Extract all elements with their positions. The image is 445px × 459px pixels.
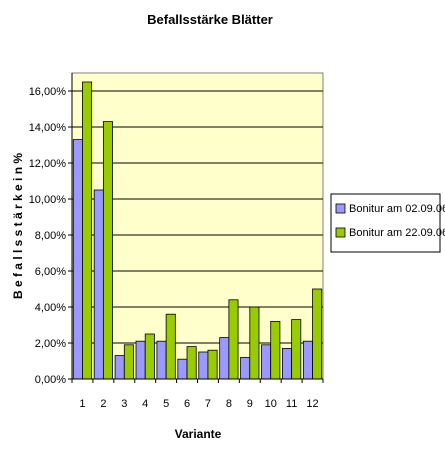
grid-lines bbox=[72, 90, 323, 344]
x-axis-title: Variante bbox=[175, 427, 222, 441]
bar-2-4 bbox=[144, 333, 155, 380]
bar-2-9 bbox=[249, 306, 260, 380]
bar-1-3 bbox=[114, 355, 125, 380]
bar-1-11 bbox=[282, 347, 293, 380]
bar-2-1 bbox=[82, 81, 93, 380]
bar-1-1 bbox=[72, 139, 83, 380]
y-axis: 0,00% 2,00% 4,00% 6,00% 8,00% 10,00% 12,00% 14,… bbox=[29, 73, 73, 386]
legend-swatch-1 bbox=[335, 203, 346, 214]
y-tick-label: 0,00% bbox=[35, 374, 66, 386]
x-tick-label: 9 bbox=[247, 398, 253, 410]
y-tick-label: 6,00% bbox=[35, 266, 66, 278]
bar-2-2 bbox=[102, 121, 113, 380]
x-tick-label: 12 bbox=[306, 398, 318, 410]
x-tick-label: 2 bbox=[100, 398, 106, 410]
x-tick-label: 6 bbox=[184, 398, 190, 410]
x-tick-label: 4 bbox=[142, 398, 148, 410]
bar-2-12 bbox=[312, 288, 323, 380]
legend-label-1: Bonitur am 02.09.06 bbox=[349, 203, 445, 215]
y-tick-label: 10,00% bbox=[29, 194, 67, 206]
y-tick-label: 16,00% bbox=[29, 86, 67, 98]
y-tick-label: 2,00% bbox=[35, 338, 66, 350]
legend: Bonitur am 02.09.06 Bonitur am 22.09.06 bbox=[330, 193, 445, 253]
bar-1-5 bbox=[156, 340, 167, 380]
y-tick-label: 14,00% bbox=[29, 122, 67, 134]
bar-1-6 bbox=[177, 358, 188, 380]
x-tick-label: 5 bbox=[163, 398, 169, 410]
bar-1-7 bbox=[198, 351, 209, 380]
bar-2-6 bbox=[186, 346, 197, 380]
legend-swatch-2 bbox=[335, 227, 346, 238]
bar-2-7 bbox=[207, 349, 218, 380]
x-tick-label: 8 bbox=[226, 398, 232, 410]
bar-2-11 bbox=[291, 319, 302, 380]
x-tick-label: 3 bbox=[121, 398, 127, 410]
y-tick-label: 8,00% bbox=[35, 230, 66, 242]
y-axis-title: B e f a l l s s t ä r k e i n % bbox=[11, 153, 25, 299]
bar-2-5 bbox=[165, 313, 176, 380]
y-tick-label: 12,00% bbox=[29, 158, 67, 170]
plot-area bbox=[71, 72, 324, 380]
bar-1-9 bbox=[240, 356, 251, 380]
bar-1-10 bbox=[261, 344, 272, 380]
bar-1-12 bbox=[302, 340, 313, 380]
legend-box bbox=[330, 193, 441, 253]
x-axis: 1 2 3 4 5 6 7 8 9 10 11 12 bbox=[71, 378, 324, 410]
bar-2-10 bbox=[270, 320, 281, 380]
x-tick-label: 7 bbox=[205, 398, 211, 410]
x-tick-label: 11 bbox=[286, 398, 297, 410]
bar-2-3 bbox=[123, 344, 134, 380]
x-tick-label: 10 bbox=[265, 398, 277, 410]
bar-1-4 bbox=[135, 340, 146, 380]
y-tick-label: 4,00% bbox=[35, 302, 66, 314]
legend-label-2: Bonitur am 22.09.06 bbox=[349, 227, 445, 239]
bar-2-8 bbox=[228, 299, 239, 380]
bar-1-2 bbox=[93, 189, 104, 380]
bar-1-8 bbox=[219, 337, 230, 380]
x-tick-label: 1 bbox=[79, 398, 85, 410]
chart-title: Befallsstärke Blätter bbox=[147, 12, 273, 27]
